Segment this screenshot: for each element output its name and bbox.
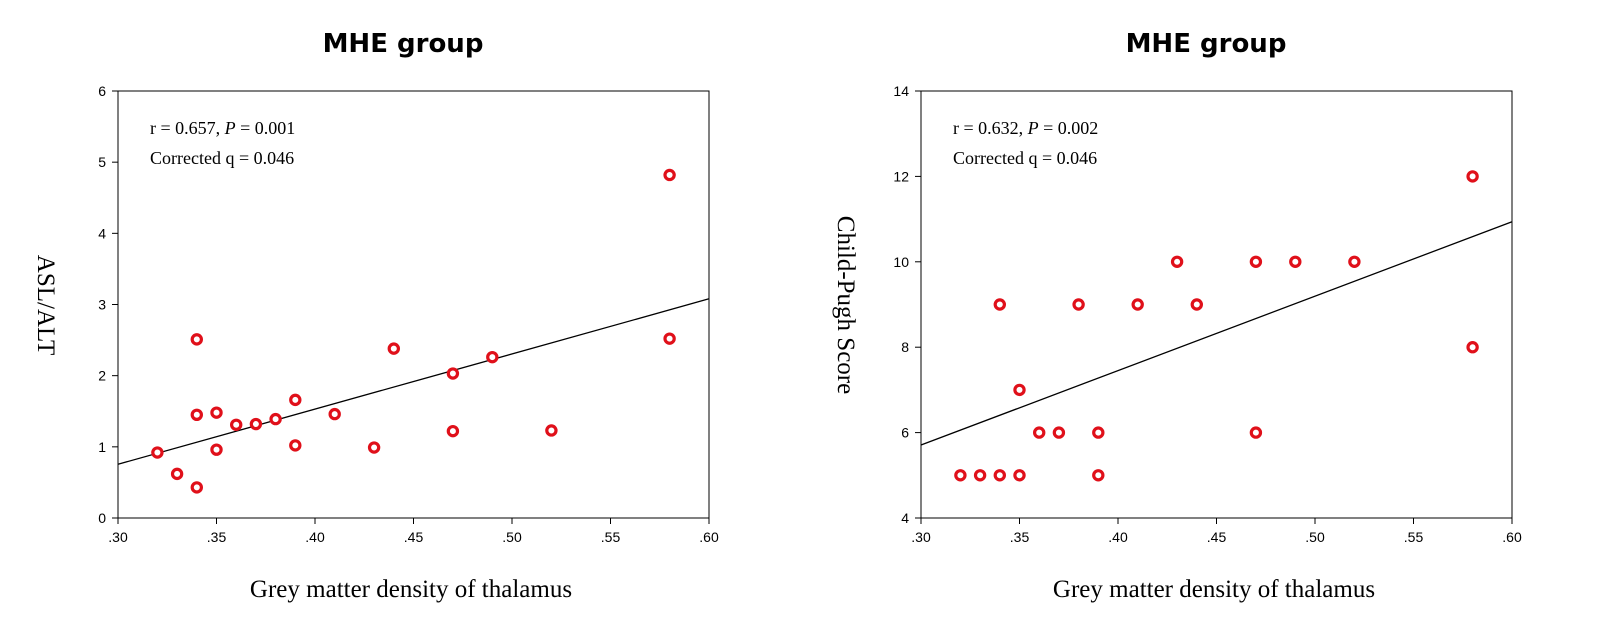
right-data-point [1289, 255, 1302, 268]
left-y-tick-label: 3 [98, 297, 106, 313]
right-data-point [1131, 298, 1144, 311]
right-y-tick-label: 4 [901, 510, 909, 526]
right-x-tick-label: .55 [1404, 529, 1424, 545]
right-x-tick-label: .50 [1305, 529, 1325, 545]
left-data-point [446, 424, 460, 438]
left-data-points [151, 168, 676, 494]
left-data-point [545, 424, 558, 437]
right-y-tick-label: 6 [901, 425, 909, 441]
right-data-point [1013, 383, 1026, 397]
left-stat-r: r = 0.657, P = 0.001 [150, 118, 295, 138]
right-x-tick-label: .30 [911, 529, 931, 545]
left-data-point [210, 443, 223, 456]
left-data-point [249, 417, 263, 431]
right-data-point [1249, 255, 1263, 268]
right-data-point [954, 469, 967, 482]
right-data-points [954, 170, 1479, 482]
left-data-point [486, 350, 499, 364]
left-x-tick-label: .45 [404, 529, 424, 545]
left-data-point [269, 412, 282, 426]
left-data-point [446, 367, 460, 380]
right-chart-title: MHE group [1126, 29, 1287, 59]
right-stat-r-text: r = 0.632, [953, 118, 1028, 138]
left-x-axis-label: Grey matter density of thalamus [250, 576, 572, 603]
left-chart-title: MHE group [323, 29, 484, 59]
right-y-axis: 4 6 8 10 12 14 [893, 83, 921, 526]
left-y-tick-label: 4 [98, 225, 106, 241]
left-data-point [190, 408, 203, 422]
right-y-tick-label: 10 [893, 254, 909, 270]
left-y-tick-label: 1 [98, 439, 106, 455]
left-data-point [289, 439, 302, 452]
left-stat-p-label: P [224, 118, 236, 138]
right-stat-corrected: Corrected q = 0.046 [953, 148, 1097, 168]
left-regression-line [117, 298, 710, 465]
left-x-tick-label: .30 [108, 529, 128, 545]
right-chart: MHE group 4 6 8 10 12 14 .30 .35 .40 .45 .50 .55 .6… [832, 29, 1522, 603]
right-data-point [1052, 426, 1066, 439]
left-data-point [367, 441, 381, 454]
right-regression-line [920, 221, 1513, 446]
left-x-axis: .30 .35 .40 .45 .50 .55 .60 [108, 518, 719, 545]
right-y-tick-label: 8 [901, 339, 909, 355]
right-stat-r: r = 0.632, P = 0.002 [953, 118, 1098, 138]
right-data-point [1072, 298, 1085, 311]
right-x-axis: .30 .35 .40 .45 .50 .55 .60 [911, 518, 1522, 545]
right-data-point [1466, 341, 1479, 354]
right-x-tick-label: .40 [1108, 529, 1128, 545]
left-x-tick-label: .50 [502, 529, 522, 545]
left-y-tick-label: 2 [98, 368, 106, 384]
right-data-point [1249, 426, 1263, 439]
left-x-tick-label: .60 [699, 529, 719, 545]
right-x-tick-label: .60 [1502, 529, 1522, 545]
right-data-point [993, 469, 1007, 482]
left-data-point [229, 418, 243, 431]
left-data-point [151, 446, 164, 459]
right-data-point [993, 298, 1007, 311]
left-y-tick-label: 6 [98, 83, 106, 99]
left-data-point [289, 393, 302, 407]
right-x-axis-label: Grey matter density of thalamus [1053, 576, 1375, 603]
left-data-point [663, 332, 676, 345]
right-stat-p-label: P [1027, 118, 1039, 138]
right-x-tick-label: .45 [1207, 529, 1227, 545]
left-data-point [663, 168, 676, 182]
left-stat-corrected: Corrected q = 0.046 [150, 148, 294, 168]
right-data-point [1170, 255, 1184, 268]
left-data-point [387, 342, 400, 355]
left-data-point [190, 333, 203, 346]
left-y-tick-label: 0 [98, 510, 106, 526]
left-data-point [328, 407, 341, 421]
right-data-point [1013, 469, 1026, 482]
left-data-point [170, 467, 184, 481]
right-y-axis-label: Child-Pugh Score [832, 216, 859, 394]
left-data-point [210, 406, 223, 419]
left-stat-p-value: = 0.001 [236, 118, 296, 138]
left-y-tick-label: 5 [98, 154, 106, 170]
right-data-point [1092, 426, 1105, 439]
right-data-point [1348, 255, 1361, 268]
left-x-tick-label: .55 [601, 529, 621, 545]
left-stat-r-text: r = 0.657, [150, 118, 225, 138]
right-data-point [1190, 298, 1204, 311]
right-data-point [973, 469, 987, 482]
right-x-tick-label: .35 [1010, 529, 1030, 545]
right-y-tick-label: 14 [893, 83, 909, 99]
right-stat-p-value: = 0.002 [1039, 118, 1099, 138]
left-y-axis-label: ASL/ALT [32, 255, 59, 355]
left-x-tick-label: .40 [305, 529, 325, 545]
left-x-tick-label: .35 [207, 529, 227, 545]
right-data-point [1032, 426, 1046, 439]
right-data-point [1466, 170, 1479, 183]
left-y-axis: 0 1 2 3 4 5 6 [98, 83, 118, 526]
right-data-point [1092, 469, 1105, 482]
right-y-tick-label: 12 [893, 168, 909, 184]
left-data-point [190, 481, 203, 494]
